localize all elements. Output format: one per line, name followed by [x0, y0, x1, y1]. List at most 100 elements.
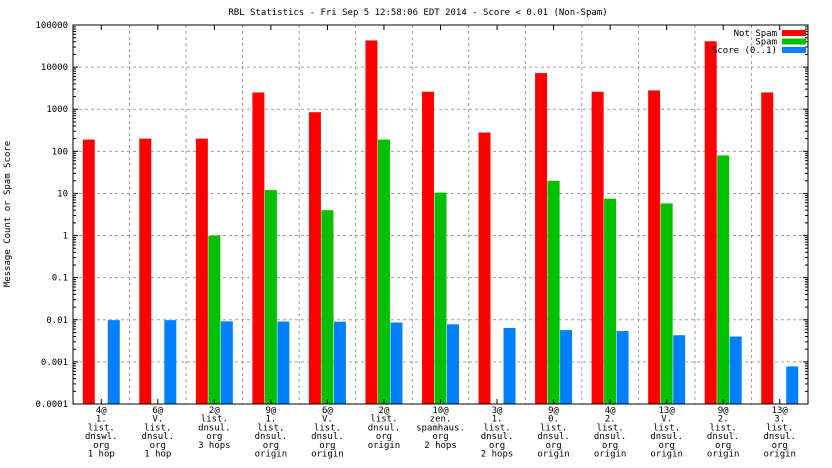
bar-score-0-1	[560, 330, 573, 404]
x-tick-label: 6@ V. list. dnsul. org 1 hop	[142, 406, 175, 460]
x-tick-label-line: dnsul.	[198, 423, 231, 433]
x-tick-label-line: dnsul.	[650, 432, 683, 442]
x-tick-label-line: origin	[763, 450, 796, 460]
x-tick-label-line: 2@	[209, 406, 220, 416]
legend-swatch	[782, 47, 806, 53]
plot-frame	[72, 24, 809, 405]
x-tick-label-line: 10@	[432, 406, 449, 416]
x-tick-label: 10@ zen. spamhaus. org 2 hops	[416, 406, 465, 451]
x-tick-label: 9@ 1. list. dnsul. org origin	[255, 406, 288, 460]
x-tick-label-line: org	[715, 441, 731, 451]
x-tick-label-line: origin	[594, 450, 627, 460]
x-tick-label-line: org	[319, 441, 335, 451]
x-tick-label-line: list.	[88, 423, 115, 433]
x-tick-label-line: dnsul.	[594, 432, 627, 442]
x-tick-label-line: org	[263, 441, 279, 451]
x-tick-label: 2@ list. dnsul. org 3 hops	[198, 406, 231, 451]
bar-not-spam	[82, 139, 95, 404]
bar-not-spam	[478, 132, 491, 405]
x-tick-label-line: 6@	[152, 406, 163, 416]
x-tick-label-line: 9@	[265, 406, 276, 416]
y-tick-label: 0.1	[52, 274, 68, 284]
x-tick-label: 13@ V. list. dnsul. org origin	[650, 406, 683, 460]
x-tick-label-line: 2 hops	[424, 441, 457, 451]
x-tick-label-line: dnsul.	[481, 432, 514, 442]
x-tick-label-line: org	[489, 441, 505, 451]
x-tick-label-line: dnsul.	[707, 432, 740, 442]
legend-label: Score (0..1)	[712, 46, 777, 56]
x-tick-label-line: list.	[144, 423, 171, 433]
x-tick-label: 13@ 3. list. dnsul. org origin	[763, 406, 796, 460]
bar-score-0-1	[220, 321, 233, 404]
legend-swatch	[782, 30, 806, 36]
bar-not-spam	[591, 91, 604, 405]
x-tick-label-line: 9@	[548, 406, 559, 416]
chart-title: RBL Statistics - Fri Sep 5 12:58:06 EDT …	[228, 8, 607, 18]
x-tick-label-line: org	[772, 441, 788, 451]
bar-spam	[604, 198, 617, 404]
bar-not-spam	[704, 41, 717, 405]
x-tick-label-line: 9@	[718, 406, 729, 416]
bar-score-0-1	[616, 331, 629, 404]
x-tick-label-line: dnsul.	[537, 432, 570, 442]
x-tick-label-line: 3@	[492, 406, 503, 416]
x-tick-label-line: org	[376, 432, 392, 442]
x-tick-label-line: org	[432, 432, 448, 442]
y-tick-label: 100000	[35, 21, 68, 31]
bar-not-spam	[308, 112, 321, 405]
x-tick-label-line: org	[206, 432, 222, 442]
bar-not-spam	[648, 90, 661, 404]
bars	[82, 40, 799, 405]
y-tick-label: 1000	[46, 105, 68, 115]
bar-not-spam	[535, 73, 548, 405]
x-tick-label-line: list.	[710, 423, 737, 433]
bar-spam	[717, 155, 730, 404]
bar-score-0-1	[107, 320, 120, 404]
x-tick-label-line: origin	[368, 441, 401, 451]
x-tick-label-line: list.	[370, 415, 397, 425]
x-tick-label-line: origin	[311, 450, 344, 460]
y-tick-label: 10	[57, 189, 68, 199]
x-tick-label: 3@ 1. list. dnsul. org 2 hops	[481, 406, 514, 460]
x-tick-label-line: list.	[201, 415, 228, 425]
x-tick-label-line: dnsul.	[142, 432, 175, 442]
x-tick-label-line: 3 hops	[198, 441, 231, 451]
x-tick-label-line: 1.	[265, 415, 276, 425]
bar-not-spam	[761, 92, 774, 404]
x-tick-label-line: list.	[314, 423, 341, 433]
x-tick-label-line: 2@	[379, 406, 390, 416]
x-tick-label-line: dnsul.	[255, 432, 288, 442]
x-tick-label-line: dnsul.	[763, 432, 796, 442]
y-tick-label: 100	[52, 147, 68, 157]
bar-spam	[434, 192, 447, 404]
x-tick-label-line: 1.	[492, 415, 503, 425]
x-tick-label: 9@ 0. list. dnsul. org origin	[537, 406, 570, 460]
x-tick-label-line: origin	[537, 450, 570, 460]
x-tick-label-line: 1 hop	[144, 450, 171, 460]
legend-label: Spam	[755, 38, 777, 48]
x-tick-label-line: 2.	[718, 415, 729, 425]
bar-score-0-1	[447, 324, 459, 404]
x-tick-label-line: spamhaus.	[416, 423, 465, 433]
x-tick-label-line: 4@	[96, 406, 107, 416]
x-tick-label-line: list.	[540, 423, 567, 433]
x-tick-label-line: org	[93, 441, 109, 451]
x-tick-label-line: 1 hop	[88, 450, 115, 460]
x-tick-label-line: origin	[650, 450, 683, 460]
x-tick-label-line: dnswl.	[85, 432, 118, 442]
bar-not-spam	[252, 92, 265, 404]
y-axis-label: Message Count or Spam Score	[3, 141, 13, 287]
bar-spam	[547, 180, 560, 404]
x-tick-label-line: list.	[257, 423, 284, 433]
legend-label: Not Spam	[734, 29, 777, 39]
x-tick-label-line: org	[150, 441, 166, 451]
bar-spam	[321, 210, 334, 404]
bar-score-0-1	[729, 336, 742, 404]
bar-score-0-1	[503, 327, 516, 404]
x-tick-label-line: org	[602, 441, 618, 451]
x-tick-label-line: V.	[152, 415, 163, 425]
bar-not-spam	[422, 91, 434, 405]
y-tick-label: 0.001	[41, 358, 68, 368]
x-tick-label-line: origin	[707, 450, 740, 460]
